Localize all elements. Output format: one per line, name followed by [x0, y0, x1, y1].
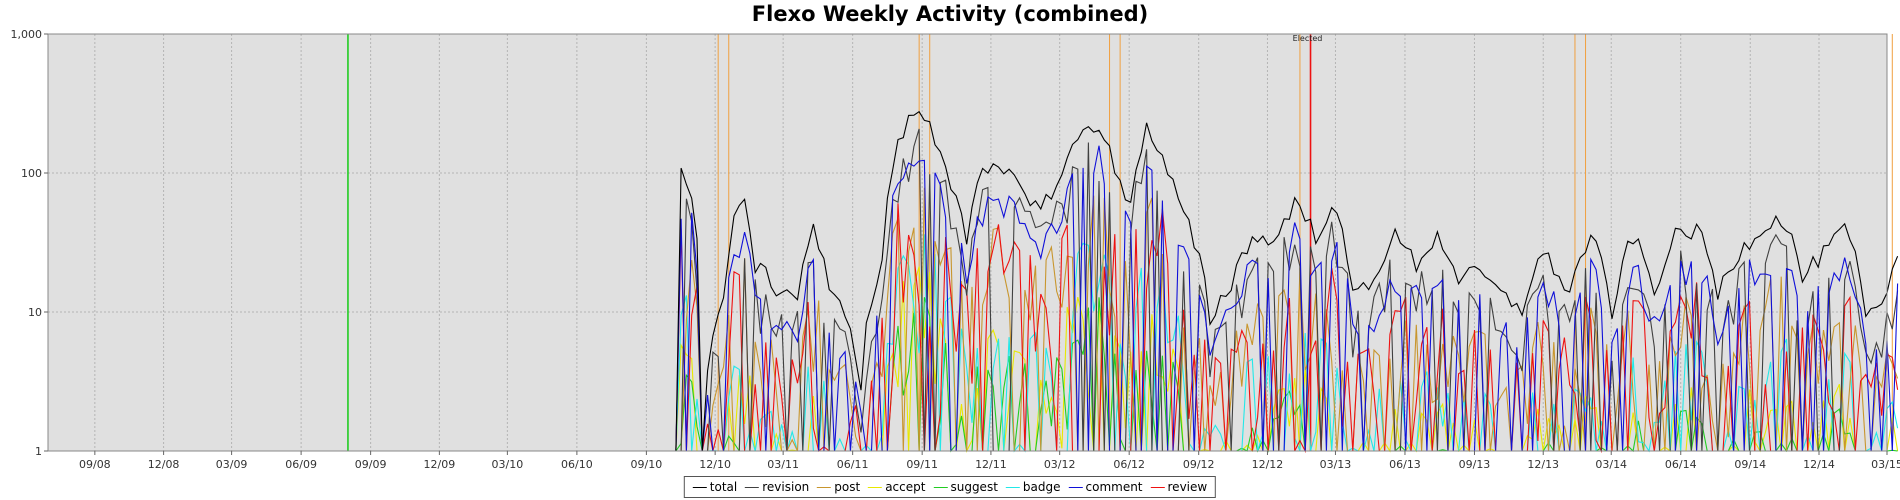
- x-tick-label: 12/11: [975, 458, 1007, 471]
- legend-item-post: post: [817, 478, 860, 496]
- legend-item-comment: comment: [1068, 478, 1143, 496]
- legend-swatch: [817, 487, 832, 488]
- legend-swatch: [692, 487, 707, 488]
- x-tick-label: 09/13: [1459, 458, 1491, 471]
- x-tick-label: 09/14: [1734, 458, 1766, 471]
- legend-label: badge: [1022, 480, 1061, 494]
- x-tick-label: 03/09: [216, 458, 248, 471]
- y-tick-label: 100: [21, 167, 42, 180]
- x-tick-label: 09/12: [1183, 458, 1215, 471]
- x-tick-label: 09/09: [355, 458, 387, 471]
- legend-swatch: [1150, 487, 1165, 488]
- legend-item-total: total: [692, 478, 738, 496]
- legend-label: revision: [762, 480, 810, 494]
- x-tick-label: 12/13: [1527, 458, 1559, 471]
- series-line-revision: [48, 128, 1899, 452]
- legend-swatch: [868, 487, 883, 488]
- x-tick-label: 03/14: [1595, 458, 1627, 471]
- legend-item-badge: badge: [1005, 478, 1061, 496]
- series-line-total: [48, 110, 1899, 452]
- x-tick-label: 03/13: [1320, 458, 1352, 471]
- legend-swatch: [1005, 487, 1020, 488]
- x-tick-label: 12/10: [699, 458, 731, 471]
- x-tick-label: 06/13: [1389, 458, 1421, 471]
- y-tick-label: 1,000: [11, 28, 43, 41]
- legend-item-accept: accept: [868, 478, 925, 496]
- x-tick-label: 06/14: [1665, 458, 1697, 471]
- legend-label: accept: [885, 480, 926, 494]
- legend-swatch: [1068, 487, 1083, 488]
- x-tick-label: 03/11: [767, 458, 799, 471]
- legend-swatch: [745, 487, 760, 488]
- x-tick-label: 03/15: [1871, 458, 1900, 471]
- legend-label: comment: [1085, 480, 1143, 494]
- chart-title: Flexo Weekly Activity (combined): [751, 2, 1149, 26]
- legend-item-revision: revision: [745, 478, 809, 496]
- x-tick-label: 09/08: [79, 458, 111, 471]
- x-tick-label: 03/12: [1044, 458, 1076, 471]
- chart-legend: total revision post accept suggest badge comme…: [683, 476, 1217, 498]
- annotation-layer: Elected: [347, 34, 1893, 451]
- legend-item-suggest: suggest: [933, 478, 998, 496]
- x-tick-label: 12/08: [148, 458, 180, 471]
- plot-frame: [47, 33, 1888, 452]
- x-tick-label: 06/10: [561, 458, 593, 471]
- legend-label: total: [709, 480, 738, 494]
- legend-label: suggest: [950, 480, 998, 494]
- legend-swatch: [933, 487, 948, 488]
- x-tick-label: 12/09: [424, 458, 456, 471]
- legend-label: review: [1167, 480, 1208, 494]
- legend-label: post: [834, 480, 861, 494]
- x-tick-label: 09/10: [631, 458, 663, 471]
- legend-item-review: review: [1150, 478, 1208, 496]
- axis-layer: 1 10 100 1,000 09/08 12/08 03/09 06/09 09/09 12/0…: [11, 28, 1900, 471]
- y-tick-label: 1: [35, 445, 42, 458]
- y-tick-label: 10: [28, 306, 42, 319]
- x-tick-label: 06/12: [1113, 458, 1145, 471]
- annotation-label: Elected: [1293, 34, 1323, 43]
- x-tick-label: 12/14: [1803, 458, 1835, 471]
- x-tick-label: 06/11: [837, 458, 869, 471]
- x-tick-label: 12/12: [1252, 458, 1284, 471]
- x-tick-label: 03/10: [492, 458, 524, 471]
- x-tick-label: 06/09: [285, 458, 317, 471]
- x-tick-label: 09/11: [906, 458, 938, 471]
